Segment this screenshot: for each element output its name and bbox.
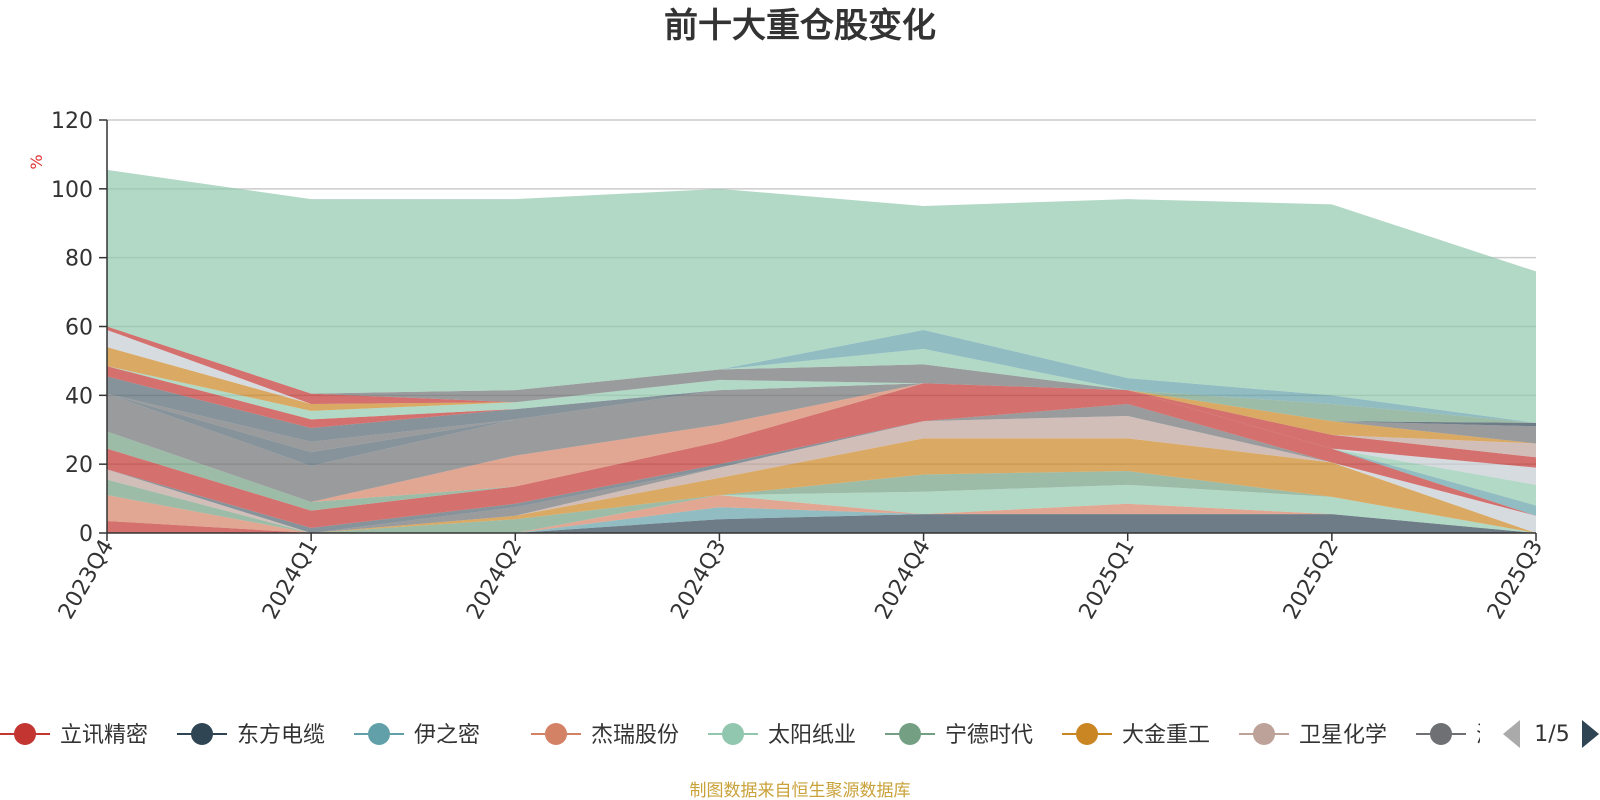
y-tick-label: 0 — [79, 522, 93, 547]
legend-label: 卫星化学 — [1299, 723, 1387, 748]
chart-title: 前十大重仓股变化 — [664, 6, 936, 46]
legend-page-indicator: 1/5 — [1534, 722, 1569, 747]
legend-dot-icon — [1430, 723, 1452, 745]
area-杰瑞股份 — [107, 495, 1536, 533]
legend-dot-icon — [722, 723, 744, 745]
area-S16 — [107, 383, 1536, 503]
x-tick-label: 2023Q4 — [54, 536, 119, 624]
x-tick-label: 2024Q4 — [870, 536, 935, 624]
area-S28 — [107, 366, 1536, 429]
y-tick-label: 100 — [51, 178, 93, 203]
legend-item: 立讯精密 — [0, 723, 148, 748]
legend-dot-icon — [1076, 723, 1098, 745]
y-tick-label: 80 — [65, 247, 93, 272]
y-tick-label: 20 — [65, 453, 93, 478]
legend-label: 宁德时代 — [945, 723, 1033, 748]
legend-item: 太阳纸业 — [708, 723, 856, 748]
legend-label: 大金重工 — [1122, 723, 1210, 748]
area-S36 — [107, 169, 1536, 423]
area-宁德时代 — [107, 471, 1536, 533]
y-tick-label: 60 — [65, 316, 93, 341]
legend-label: 太阳纸业 — [768, 723, 856, 748]
legend-item: 东方电缆 — [177, 723, 325, 748]
area-立讯精密 — [107, 520, 1536, 533]
x-tick-label: 2024Q2 — [462, 536, 527, 624]
legend-item: 宁德时代 — [885, 723, 1033, 748]
area-S33 — [107, 326, 1536, 423]
area-伊之密 — [107, 507, 1536, 533]
x-tick-label: 2024Q1 — [258, 536, 323, 624]
legend-item: 大金重工 — [1062, 723, 1210, 748]
area-S30 — [107, 347, 1536, 423]
x-tick-labels: 2023Q4 2024Q1 2024Q2 2024Q3 2024Q4 2025Q1 2025… — [54, 536, 1548, 624]
y-tick-label: 40 — [65, 384, 93, 409]
area-S29 — [107, 366, 1536, 423]
legend-label: 伊之密 — [414, 723, 480, 748]
legend-label: 东方电缆 — [237, 723, 325, 748]
x-tick-label: 2025Q1 — [1075, 536, 1140, 624]
legend-dot-icon — [191, 723, 213, 745]
y-tick-label: 120 — [51, 109, 93, 134]
legend-dot-icon — [14, 723, 36, 745]
area-S20 — [107, 383, 1536, 468]
legend-item: 卫星化学 — [1239, 723, 1387, 748]
legend-item: 伊之密 — [354, 723, 480, 748]
legend[interactable]: 立讯精密 东方电缆 伊之密 杰瑞股份 太阳纸业 宁德时代 大金重工 卫星化学 海大集团 — [0, 723, 1564, 748]
legend-item: 杰瑞股份 — [531, 723, 679, 748]
legend-next-icon[interactable] — [1582, 720, 1599, 748]
y-tick-labels: 0 20 40 60 80 100 120 — [51, 109, 93, 547]
legend-dot-icon — [1253, 723, 1275, 745]
x-tick-label: 2024Q3 — [666, 536, 731, 624]
legend-dot-icon — [545, 723, 567, 745]
legend-item: 海大集团 — [1416, 723, 1564, 748]
legend-dot-icon — [899, 723, 921, 745]
x-tick-label: 2025Q3 — [1483, 536, 1548, 624]
legend-label: 海大集团 — [1476, 723, 1564, 748]
area-S22 — [107, 383, 1536, 453]
legend-label: 立讯精密 — [60, 723, 148, 748]
area-东方电缆 — [107, 514, 1536, 533]
axes — [99, 119, 1537, 541]
data-source-note: 制图数据来自恒生聚源数据库 — [690, 781, 911, 800]
legend-pager: 1/5 — [1503, 720, 1599, 748]
legend-label: 杰瑞股份 — [591, 723, 679, 748]
area-太阳纸业 — [107, 484, 1536, 533]
legend-prev-icon[interactable] — [1503, 720, 1520, 748]
area-大金重工 — [107, 438, 1536, 533]
y-axis-unit: % — [27, 154, 46, 169]
area-series — [107, 169, 1536, 533]
legend-dot-icon — [368, 723, 390, 745]
x-tick-label: 2025Q2 — [1279, 536, 1344, 624]
